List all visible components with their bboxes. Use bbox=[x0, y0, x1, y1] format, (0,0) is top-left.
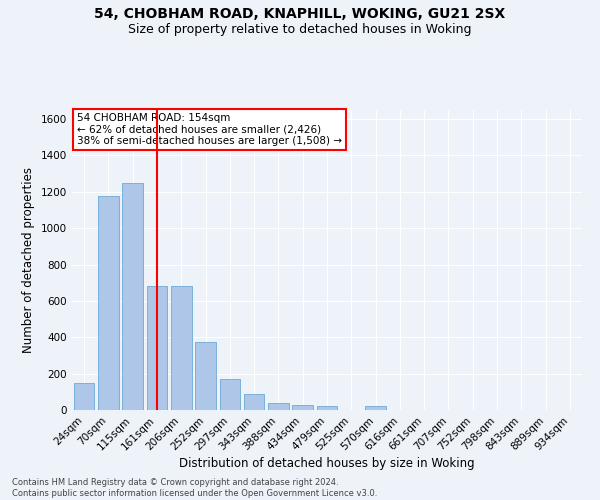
Bar bbox=[244, 394, 265, 410]
Bar bbox=[98, 196, 119, 410]
Text: 54, CHOBHAM ROAD, KNAPHILL, WOKING, GU21 2SX: 54, CHOBHAM ROAD, KNAPHILL, WOKING, GU21… bbox=[94, 8, 506, 22]
Bar bbox=[365, 406, 386, 410]
Bar bbox=[317, 406, 337, 410]
Bar bbox=[292, 405, 313, 410]
Text: Contains HM Land Registry data © Crown copyright and database right 2024.
Contai: Contains HM Land Registry data © Crown c… bbox=[12, 478, 377, 498]
Bar bbox=[220, 379, 240, 410]
Bar bbox=[195, 342, 216, 410]
Text: Distribution of detached houses by size in Woking: Distribution of detached houses by size … bbox=[179, 458, 475, 470]
Text: Size of property relative to detached houses in Woking: Size of property relative to detached ho… bbox=[128, 22, 472, 36]
Bar bbox=[171, 286, 191, 410]
Bar bbox=[146, 286, 167, 410]
Bar bbox=[122, 182, 143, 410]
Y-axis label: Number of detached properties: Number of detached properties bbox=[22, 167, 35, 353]
Text: 54 CHOBHAM ROAD: 154sqm
← 62% of detached houses are smaller (2,426)
38% of semi: 54 CHOBHAM ROAD: 154sqm ← 62% of detache… bbox=[77, 113, 342, 146]
Bar bbox=[268, 403, 289, 410]
Bar bbox=[74, 382, 94, 410]
